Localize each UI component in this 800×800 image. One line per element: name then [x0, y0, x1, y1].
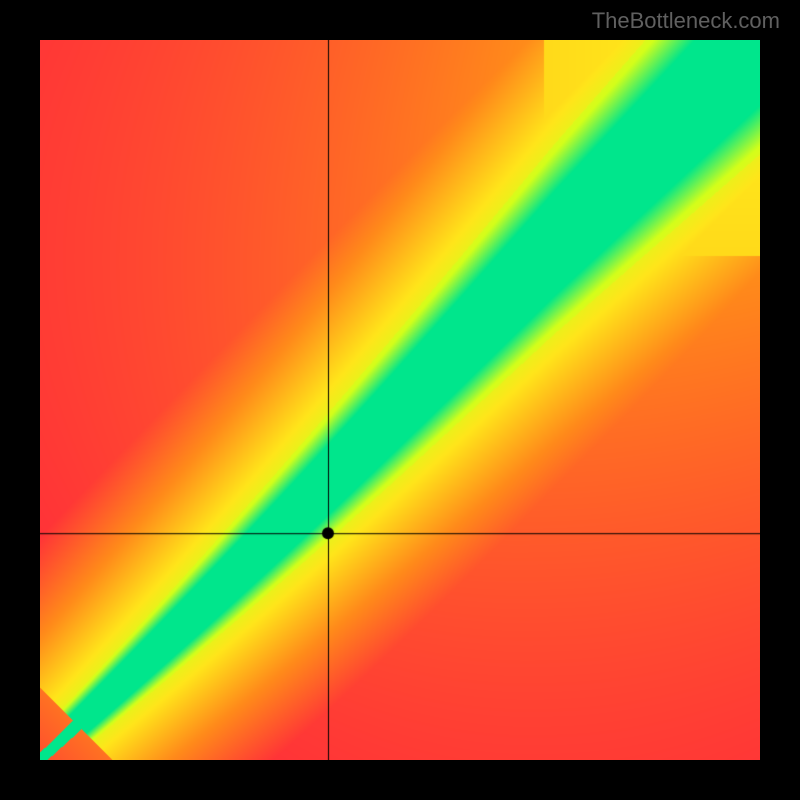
heatmap-canvas	[40, 40, 760, 760]
chart-container: TheBottleneck.com	[0, 0, 800, 800]
heatmap-plot	[40, 40, 760, 760]
watermark-text: TheBottleneck.com	[592, 8, 780, 34]
